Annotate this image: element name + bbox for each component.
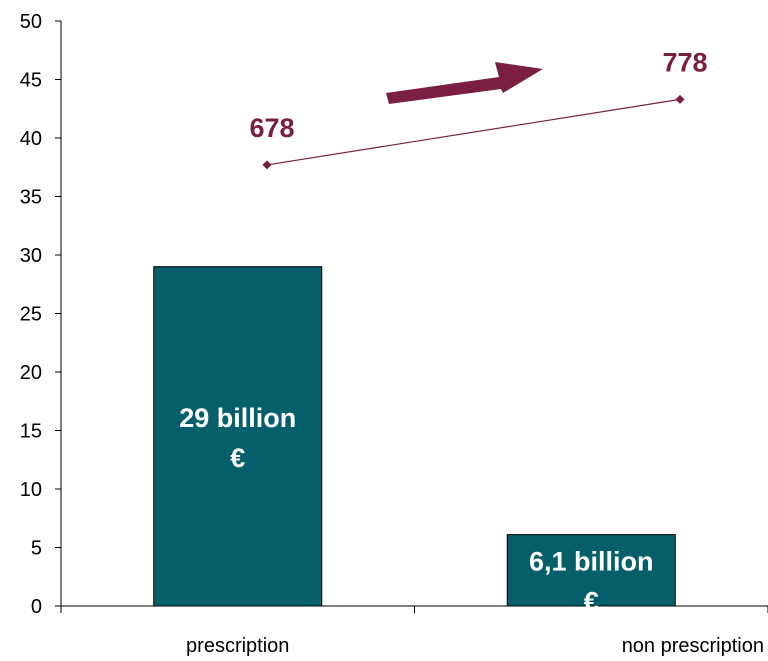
y-tick-label: 0	[31, 596, 42, 618]
y-tick-label: 40	[20, 128, 42, 150]
line-series: 678 778	[249, 47, 708, 170]
line-segment	[266, 98, 681, 166]
trend-arrow-icon	[386, 62, 543, 104]
x-category-label: prescription	[186, 635, 289, 657]
y-tick-label: 25	[20, 304, 42, 326]
y-tick-label: 5	[31, 538, 42, 560]
y-tick-label: 45	[20, 70, 42, 92]
y-tick-label: 20	[20, 362, 42, 384]
line-point-marker	[675, 94, 685, 104]
bar-data-label: €	[230, 443, 245, 473]
bar-data-label: 29 billion	[179, 403, 296, 433]
x-category-label: non prescription	[622, 635, 764, 657]
bars: 29 billion €6,1 billion €	[153, 266, 676, 617]
bar	[153, 266, 323, 607]
line-data-label: 678	[249, 113, 294, 143]
y-tick-label: 50	[20, 11, 42, 33]
trend-arrow-shape	[386, 62, 543, 104]
y-axis: 0 5 10 15 20 25 30 35 40 45 50	[20, 11, 62, 618]
line-point-marker	[262, 160, 272, 170]
y-tick-label: 35	[20, 187, 42, 209]
y-tick-label: 30	[20, 245, 42, 267]
line-data-label: 778	[662, 47, 707, 77]
bar-data-label: 6,1 billion	[529, 547, 654, 577]
y-tick-label: 10	[20, 479, 42, 501]
x-axis: prescription non prescription	[60, 605, 768, 657]
bar-data-label: €	[584, 587, 599, 617]
y-tick-label: 15	[20, 421, 42, 443]
bar	[506, 534, 676, 607]
